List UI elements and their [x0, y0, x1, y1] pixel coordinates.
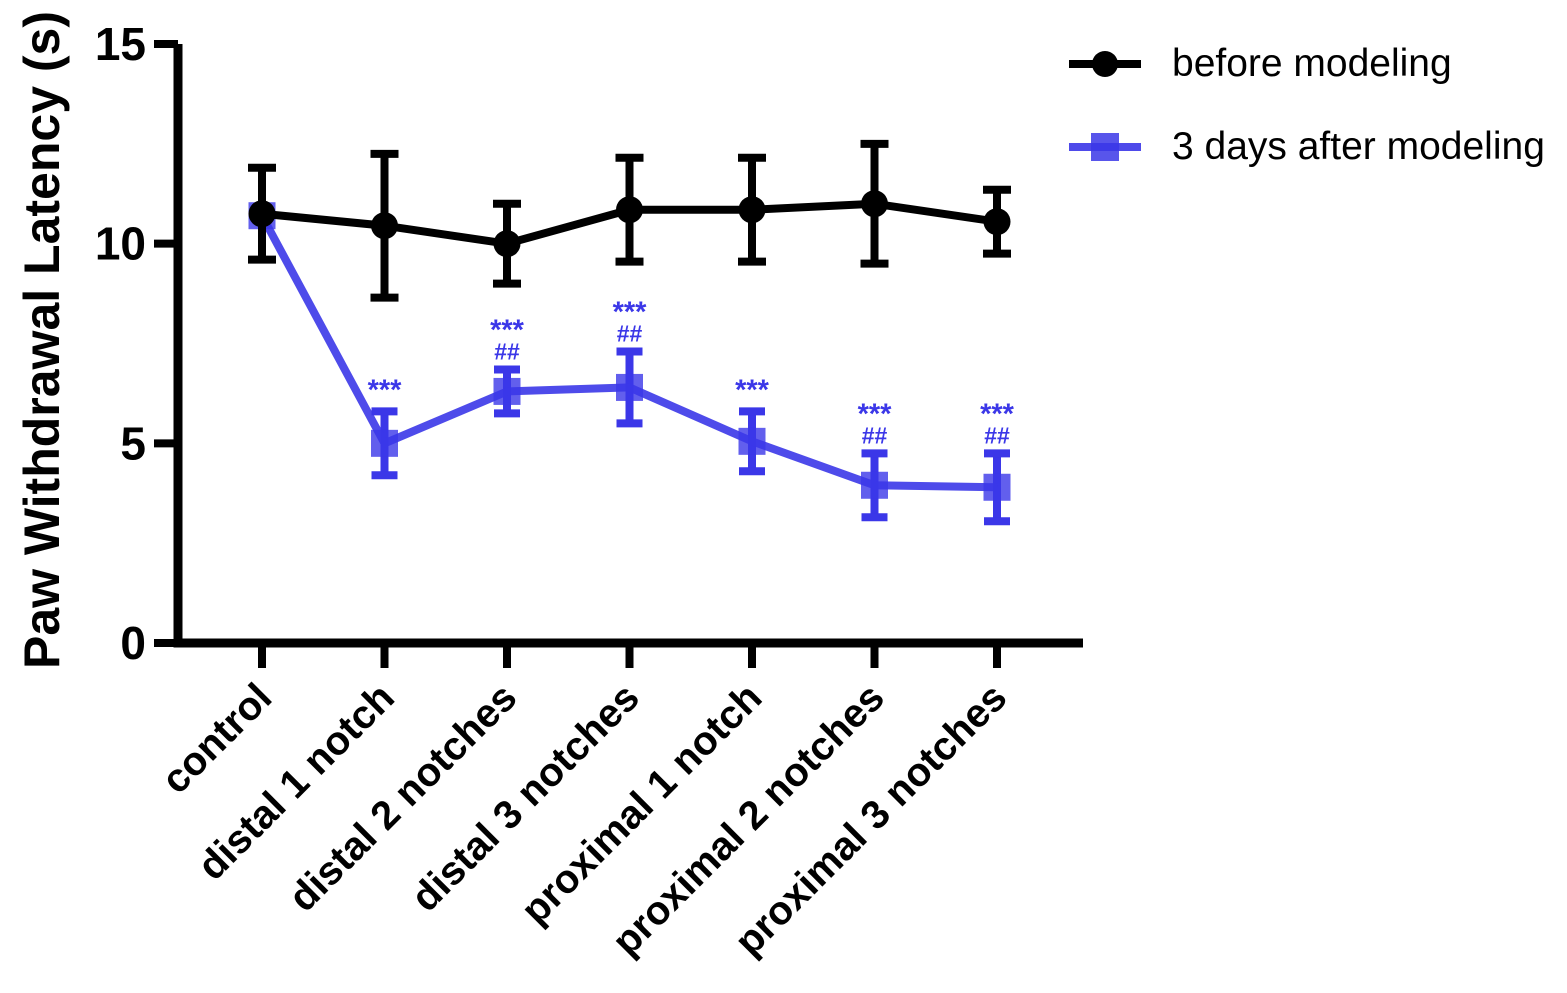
series-3-days-after-modeling: ******##***##******##***##: [248, 202, 1015, 526]
data-point-marker: [493, 377, 521, 405]
data-point-marker: [738, 427, 766, 455]
legend-item-after-modeling: 3 days after modeling: [1066, 127, 1545, 166]
legend-item-before-modeling: before modeling: [1066, 44, 1545, 83]
data-point-marker: [616, 196, 643, 224]
legend-square-marker-icon: [1069, 132, 1141, 161]
series-before-modeling: [248, 139, 1011, 302]
significance-stars: ***: [490, 314, 525, 346]
category-label: distal 3 notches: [403, 675, 648, 920]
legend-circle-black: [1092, 50, 1118, 77]
legend: before modeling 3 days after modeling: [1066, 44, 1545, 166]
significance-stars: ***: [858, 398, 893, 430]
y-tick-label: 10: [95, 218, 146, 270]
data-point-marker: [983, 473, 1011, 501]
significance-hashes: ##: [617, 320, 643, 346]
legend-circle-marker-icon: [1069, 50, 1141, 77]
significance-stars: ***: [613, 296, 648, 328]
significance-stars: ***: [368, 374, 403, 406]
significance-stars: ***: [735, 374, 770, 406]
category-label: distal 2 notches: [280, 675, 525, 920]
data-point-marker: [371, 429, 398, 457]
data-point-marker: [861, 190, 888, 218]
significance-hashes: ##: [494, 338, 520, 364]
significance-hashes: ##: [862, 422, 888, 448]
y-axis-title: Paw Withdrawal Latency (s): [14, 10, 70, 670]
data-point-marker: [861, 471, 888, 499]
data-point-marker: [616, 373, 643, 401]
category-label: control: [153, 675, 280, 802]
y-tick-label: 0: [120, 617, 146, 669]
data-point-marker: [983, 208, 1011, 236]
y-tick-label: 5: [120, 417, 146, 469]
data-point-marker: [738, 196, 766, 224]
legend-square-blue: [1091, 132, 1119, 161]
data-point-marker: [493, 230, 521, 258]
significance-stars: ***: [980, 398, 1015, 430]
y-tick-label: 15: [95, 18, 146, 70]
significance-hashes: ##: [984, 422, 1010, 448]
legend-label-before-modeling: before modeling: [1172, 42, 1452, 85]
data-point-marker: [371, 212, 398, 240]
legend-label-after-modeling: 3 days after modeling: [1172, 125, 1545, 168]
data-point-marker: [248, 200, 276, 228]
